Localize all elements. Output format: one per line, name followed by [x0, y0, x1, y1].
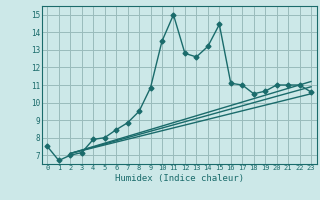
X-axis label: Humidex (Indice chaleur): Humidex (Indice chaleur) — [115, 174, 244, 183]
